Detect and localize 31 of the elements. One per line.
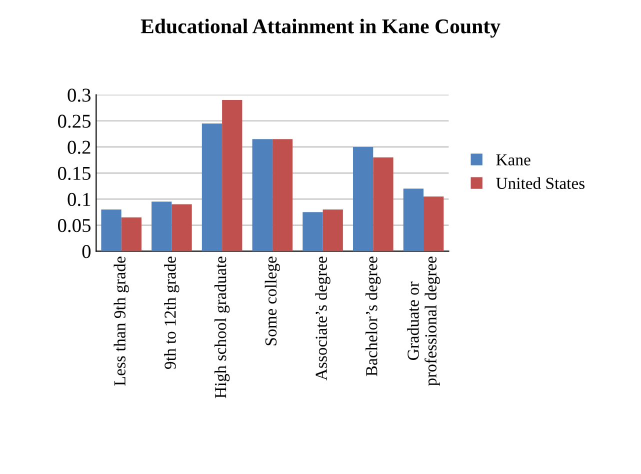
bar: [373, 157, 394, 252]
x-tick-label: Associate’s degree: [315, 256, 330, 380]
y-tick-label: 0.2: [68, 140, 90, 154]
bar: [272, 139, 293, 252]
legend-label: Kane: [496, 154, 530, 166]
y-tick-label: 0.25: [58, 114, 91, 128]
y-tick-label: 0.05: [58, 218, 91, 232]
x-tick-label: Graduate or professional degree: [407, 256, 440, 386]
bar: [152, 202, 172, 252]
chart-title: Educational Attainment in Kane County: [140, 18, 500, 38]
x-tick-label: Less than 9th grade: [114, 256, 129, 386]
y-tick-label: 0.3: [68, 88, 91, 102]
bar: [302, 212, 323, 252]
x-tick-label: Bachelor’s degree: [366, 256, 381, 376]
bar: [322, 210, 343, 252]
x-tick-label: High school graduate: [214, 256, 230, 398]
y-tick-label: 0.1: [68, 192, 90, 206]
bar: [101, 210, 122, 252]
x-tick-label: Some college: [264, 256, 280, 346]
bar: [121, 217, 142, 252]
bar: [403, 188, 424, 252]
y-tick-label: 0: [82, 245, 91, 258]
bar: [353, 146, 374, 252]
y-tick-label: 0.15: [58, 166, 91, 180]
bar: [222, 100, 242, 252]
bar: [252, 139, 272, 252]
x-tick-label: 9th to 12th grade: [164, 256, 180, 369]
bar: [424, 196, 444, 252]
bar: [202, 123, 222, 252]
legend-label: United States: [496, 177, 584, 190]
bar: [172, 204, 192, 252]
